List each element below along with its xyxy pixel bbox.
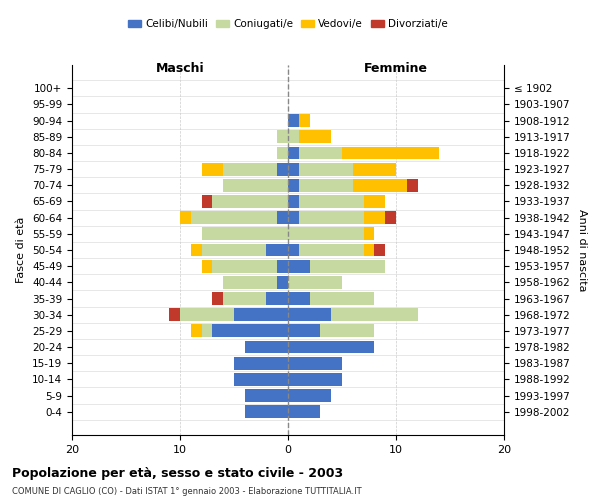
Bar xyxy=(288,405,320,418)
Bar xyxy=(299,244,364,256)
Bar xyxy=(180,211,191,224)
Bar xyxy=(288,389,331,402)
Bar xyxy=(407,179,418,192)
Text: Maschi: Maschi xyxy=(155,62,205,76)
Text: COMUNE DI CAGLIO (CO) - Dati ISTAT 1° gennaio 2003 - Elaborazione TUTTITALIA.IT: COMUNE DI CAGLIO (CO) - Dati ISTAT 1° ge… xyxy=(12,488,362,496)
Bar xyxy=(180,308,234,321)
Bar xyxy=(266,292,288,305)
Bar xyxy=(310,292,374,305)
Bar xyxy=(202,162,223,175)
Y-axis label: Anni di nascita: Anni di nascita xyxy=(577,209,587,291)
Bar xyxy=(364,228,374,240)
Bar xyxy=(299,114,310,127)
Bar xyxy=(288,324,320,338)
Bar xyxy=(288,373,342,386)
Bar xyxy=(223,276,277,289)
Bar xyxy=(288,179,299,192)
Bar xyxy=(385,211,396,224)
Bar xyxy=(212,260,277,272)
Y-axis label: Fasce di età: Fasce di età xyxy=(16,217,26,283)
Bar xyxy=(288,244,299,256)
Bar xyxy=(169,308,180,321)
Bar xyxy=(223,179,288,192)
Bar xyxy=(288,146,299,160)
Bar xyxy=(202,228,288,240)
Bar xyxy=(202,195,212,208)
Bar xyxy=(277,146,288,160)
Bar xyxy=(277,162,288,175)
Bar xyxy=(299,179,353,192)
Bar xyxy=(212,292,223,305)
Bar xyxy=(364,195,385,208)
Bar xyxy=(212,324,288,338)
Bar xyxy=(353,179,407,192)
Bar xyxy=(277,211,288,224)
Bar xyxy=(288,130,299,143)
Bar xyxy=(288,292,310,305)
Bar xyxy=(288,162,299,175)
Bar xyxy=(288,308,331,321)
Bar xyxy=(374,244,385,256)
Bar xyxy=(353,162,396,175)
Bar xyxy=(245,405,288,418)
Bar xyxy=(266,244,288,256)
Bar xyxy=(310,260,385,272)
Bar xyxy=(277,130,288,143)
Bar xyxy=(299,195,364,208)
Bar xyxy=(364,211,385,224)
Bar xyxy=(202,324,212,338)
Bar xyxy=(245,389,288,402)
Bar xyxy=(299,162,353,175)
Bar xyxy=(342,146,439,160)
Bar xyxy=(234,373,288,386)
Text: Femmine: Femmine xyxy=(364,62,428,76)
Bar xyxy=(245,340,288,353)
Bar xyxy=(191,324,202,338)
Text: Popolazione per età, sesso e stato civile - 2003: Popolazione per età, sesso e stato civil… xyxy=(12,468,343,480)
Bar xyxy=(288,356,342,370)
Bar xyxy=(277,276,288,289)
Bar xyxy=(202,260,212,272)
Bar xyxy=(288,276,342,289)
Bar xyxy=(288,211,299,224)
Bar xyxy=(277,260,288,272)
Bar xyxy=(299,211,364,224)
Bar xyxy=(331,308,418,321)
Bar xyxy=(223,162,277,175)
Bar xyxy=(191,244,202,256)
Bar xyxy=(288,260,310,272)
Bar xyxy=(191,211,277,224)
Bar xyxy=(288,195,299,208)
Bar xyxy=(212,195,288,208)
Bar xyxy=(320,324,374,338)
Bar xyxy=(299,146,342,160)
Bar xyxy=(288,228,364,240)
Bar xyxy=(223,292,266,305)
Bar xyxy=(288,114,299,127)
Bar xyxy=(202,244,266,256)
Bar xyxy=(234,308,288,321)
Legend: Celibi/Nubili, Coniugati/e, Vedovi/e, Divorziati/e: Celibi/Nubili, Coniugati/e, Vedovi/e, Di… xyxy=(124,14,452,33)
Bar xyxy=(234,356,288,370)
Bar xyxy=(299,130,331,143)
Bar xyxy=(364,244,374,256)
Bar xyxy=(288,340,374,353)
